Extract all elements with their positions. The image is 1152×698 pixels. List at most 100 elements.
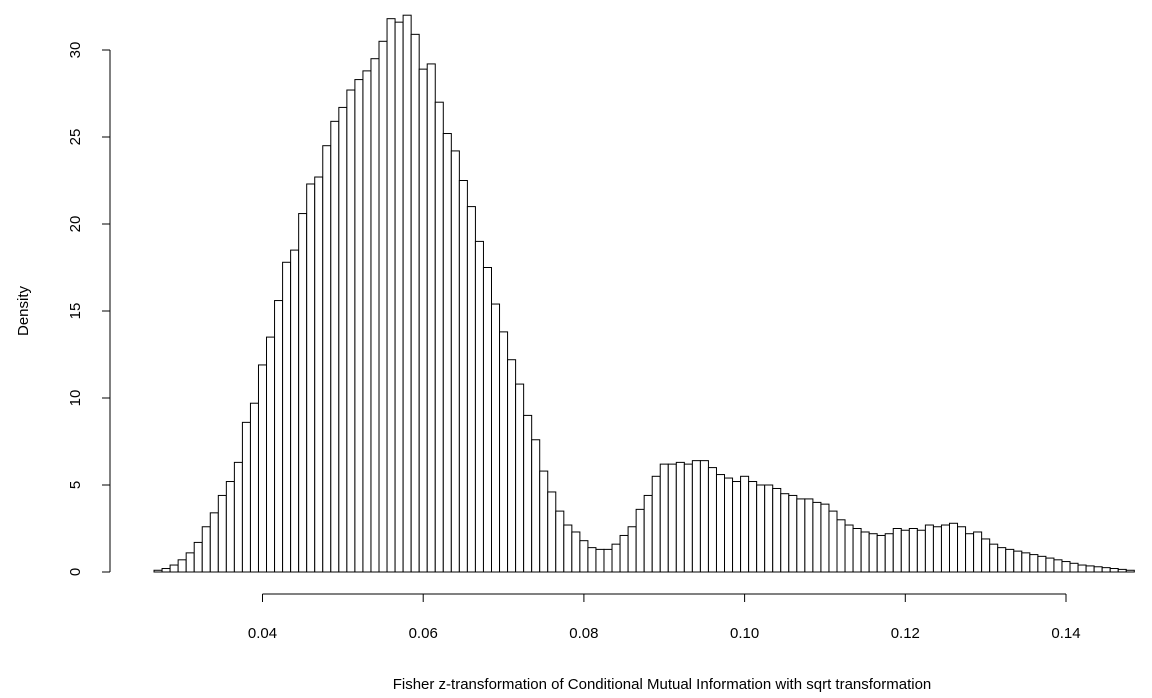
histogram-bar [627,526,637,573]
histogram-bar [1029,554,1039,573]
histogram-bar [314,176,324,573]
histogram-bar [217,494,227,573]
histogram-bar [1061,561,1071,573]
histogram-bar [981,538,991,573]
x-tick-label: 0.06 [409,625,438,642]
histogram-bar [306,183,316,573]
y-tick-label: 15 [67,303,84,320]
histogram-bar [603,548,613,573]
histogram-bar [772,487,782,573]
histogram-bar [241,421,251,573]
histogram-bar [346,89,356,573]
histogram-bar [555,510,565,573]
histogram-bar [450,150,460,573]
histogram-bar [740,475,750,573]
y-tick-label: 10 [67,390,84,407]
histogram-bar [402,14,412,573]
histogram-bar [322,145,332,573]
histogram-bar [201,526,211,573]
histogram-bar [1077,564,1087,573]
histogram-bars [153,14,1135,573]
histogram-bar [924,524,934,573]
histogram-bar [965,533,975,573]
x-tick-label: 0.12 [891,625,920,642]
histogram-bar [973,531,983,573]
histogram-bar [434,101,444,573]
histogram-bar [547,491,557,573]
histogram-bar [900,529,910,573]
histogram-bar [715,474,726,573]
histogram-bar [1117,568,1127,573]
x-tick-label: 0.08 [569,625,598,642]
y-tick-label: 20 [67,216,84,233]
histogram-bar [426,63,436,573]
histogram-bar [997,547,1007,573]
x-axis: 0.04 0.06 0.08 0.10 0.12 0.14 [248,593,1081,642]
x-ticks: 0.04 0.06 0.08 0.10 0.12 0.14 [248,594,1081,642]
y-tick-label: 25 [67,129,84,146]
histogram-bar [892,528,902,573]
histogram-bar [442,133,452,573]
histogram-bar [643,494,653,573]
y-tick-label: 30 [67,42,84,59]
histogram-bar [466,206,476,573]
histogram-bar [290,249,300,573]
histogram-bar [386,18,396,573]
histogram-bar [820,503,830,573]
histogram-bar [563,524,573,573]
histogram-bar [1013,550,1023,573]
histogram-bar [209,512,219,573]
histogram-bar [732,481,742,573]
histogram-bar [161,568,171,573]
histogram-bar [836,519,846,573]
histogram-bar [619,534,629,573]
histogram-bar [298,213,308,573]
histogram-bar [418,68,428,573]
histogram-bar [796,498,806,573]
histogram-bar [274,300,284,573]
histogram-bar [1021,552,1031,573]
histogram-bar [378,40,388,573]
histogram-bar [1101,567,1111,573]
histogram-bar [193,541,203,573]
histogram-bar [169,564,179,573]
histogram-bar [1125,569,1135,573]
histogram-bar [667,463,677,573]
histogram-bar [788,494,798,573]
histogram-bar [539,470,549,573]
histogram-bar [828,510,838,573]
histogram-bar [233,461,243,573]
histogram-bar [756,484,766,573]
histogram-bar [482,267,492,573]
histogram-bar [957,526,967,573]
histogram-bar [330,120,340,573]
histogram-bar [940,524,950,573]
histogram-bar [707,467,717,573]
histogram-bar [595,548,605,573]
histogram-bar [635,508,645,573]
histogram-bar [1069,562,1079,573]
histogram-bar [852,528,862,573]
histogram-bar [916,529,926,573]
histogram-bar [507,359,517,573]
histogram-bar [579,540,589,573]
histogram-bar [748,481,758,573]
histogram-bar [571,531,581,573]
histogram-bar [699,460,709,573]
histogram-bar [724,477,734,573]
histogram-bar [691,460,701,573]
histogram-bar [1093,566,1103,573]
y-axis: 0 5 10 15 20 25 30 [67,42,111,576]
x-tick-label: 0.04 [248,625,277,642]
histogram-bar [362,70,372,573]
histogram-bar [868,533,878,573]
histogram-bar [458,180,468,573]
histogram-bar [780,493,790,573]
histogram-bar [1085,565,1095,573]
histogram-bar [370,58,380,573]
histogram-bar [523,414,533,573]
histogram-bar [932,526,942,573]
histogram-bar [499,331,509,573]
histogram-bar [611,543,621,573]
histogram-bar [651,475,661,573]
